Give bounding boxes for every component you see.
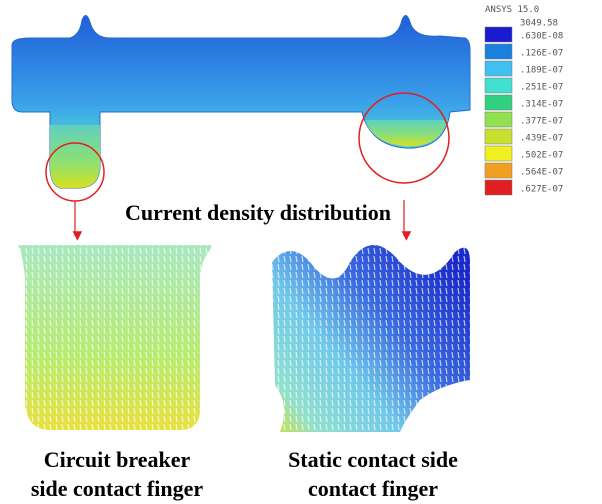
figure: ANSYS 15.0 3049.58 .630E-08 .126E-07 .189E-… (0, 0, 602, 504)
legend-label: .314E-07 (520, 100, 563, 110)
legend-label: .251E-07 (520, 83, 563, 93)
legend-label: .439E-07 (520, 134, 563, 144)
legend-label: .627E-07 (520, 185, 563, 195)
legend-swatch (485, 146, 512, 161)
legend-swatch (485, 163, 512, 178)
legend-swatch (485, 129, 512, 144)
heading: Current density distribution (125, 200, 391, 225)
legend-label: .502E-07 (520, 151, 563, 161)
legend-label: .126E-07 (520, 49, 563, 59)
legend-label: .564E-07 (520, 168, 563, 178)
legend-title: ANSYS 15.0 (485, 5, 539, 15)
legend-label: .189E-07 (520, 66, 563, 76)
caption-line: Circuit breaker (44, 447, 191, 472)
legend-swatch (485, 44, 512, 59)
legend-swatch (485, 112, 512, 127)
caption-line: side contact finger (31, 476, 204, 501)
legend-swatch (485, 27, 512, 42)
legend-label: .377E-07 (520, 117, 563, 127)
legend-swatch (485, 61, 512, 76)
zoom-right (272, 245, 470, 432)
zoom-left (18, 245, 212, 430)
legend-swatch (485, 180, 512, 195)
legend-swatch (485, 78, 512, 93)
legend: ANSYS 15.0 3049.58 .630E-08 .126E-07 .189E-… (485, 5, 563, 195)
caption-line: contact finger (308, 476, 438, 501)
legend-swatch (485, 95, 512, 110)
captions: Circuit breaker side contact finger Static… (31, 447, 458, 501)
legend-label: 3049.58 (520, 19, 558, 29)
legend-label: .630E-08 (520, 32, 563, 42)
caption-line: Static contact side (288, 447, 458, 472)
